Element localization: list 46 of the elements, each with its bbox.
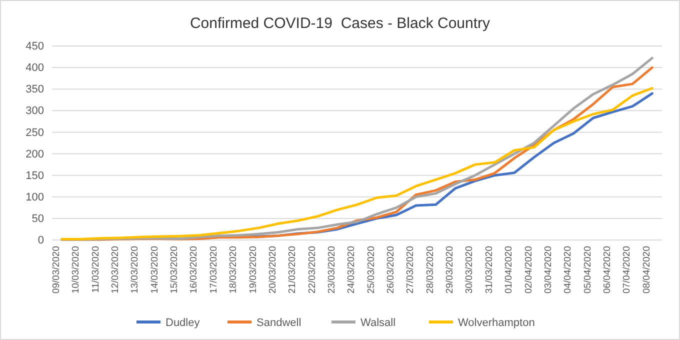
x-tick-label: 16/03/2020 bbox=[188, 246, 200, 294]
x-tick-label: 24/03/2020 bbox=[346, 246, 358, 294]
x-tick-label: 19/03/2020 bbox=[248, 246, 259, 294]
x-tick-label: 04/04/2020 bbox=[562, 246, 574, 294]
y-tick-label: 400 bbox=[26, 62, 44, 74]
y-tick-label: 0 bbox=[38, 234, 44, 247]
x-tick-label: 10/03/2020 bbox=[70, 246, 82, 294]
x-tick-label: 14/03/2020 bbox=[149, 246, 160, 294]
x-tick-label: 23/03/2020 bbox=[326, 246, 338, 294]
x-tick-label: 05/04/2020 bbox=[582, 246, 594, 294]
y-tick-label: 200 bbox=[26, 148, 44, 160]
x-tick-label: 03/04/2020 bbox=[542, 246, 554, 294]
x-tick-label: 13/03/2020 bbox=[130, 246, 141, 294]
y-tick-label: 350 bbox=[26, 84, 44, 96]
x-tick-label: 29/03/2020 bbox=[444, 246, 456, 294]
x-tick-label: 06/04/2020 bbox=[602, 246, 613, 294]
legend-label: Walsall bbox=[360, 317, 396, 329]
legend-label: Wolverhampton bbox=[458, 317, 535, 329]
y-tick-label: 250 bbox=[26, 126, 44, 139]
y-tick-label: 100 bbox=[26, 191, 44, 204]
x-tick-label: 26/03/2020 bbox=[386, 246, 397, 294]
x-tick-label: 25/03/2020 bbox=[366, 246, 377, 294]
x-tick-label: 12/03/2020 bbox=[110, 246, 122, 294]
x-tick-label: 07/04/2020 bbox=[622, 246, 633, 294]
legend-label: Dudley bbox=[166, 317, 200, 329]
legend-label: Sandwell bbox=[256, 317, 302, 329]
x-tick-label: 18/03/2020 bbox=[228, 246, 240, 294]
y-tick-label: 50 bbox=[32, 212, 44, 225]
x-tick-label: 22/03/2020 bbox=[306, 246, 318, 294]
x-tick-label: 17/03/2020 bbox=[208, 246, 220, 294]
y-tick-label: 300 bbox=[26, 105, 44, 118]
x-tick-label: 28/03/2020 bbox=[424, 246, 436, 294]
x-tick-label: 01/04/2020 bbox=[504, 246, 515, 294]
x-tick-label: 02/04/2020 bbox=[523, 246, 534, 294]
x-tick-label: 21/03/2020 bbox=[287, 246, 298, 294]
y-tick-label: 150 bbox=[26, 170, 44, 182]
x-tick-label: 27/03/2020 bbox=[405, 246, 416, 294]
x-tick-label: 08/04/2020 bbox=[641, 246, 652, 294]
x-tick-label: 20/03/2020 bbox=[267, 246, 278, 294]
x-tick-label: 31/03/2020 bbox=[484, 246, 495, 294]
x-tick-label: 30/03/2020 bbox=[464, 246, 476, 294]
x-tick-label: 11/03/2020 bbox=[90, 246, 102, 293]
chart-title: Confirmed COVID-19 Cases - Black Country bbox=[190, 15, 491, 32]
x-tick-label: 09/03/2020 bbox=[50, 246, 62, 294]
y-tick-label: 450 bbox=[26, 40, 44, 53]
x-tick-label: 15/03/2020 bbox=[169, 246, 180, 294]
